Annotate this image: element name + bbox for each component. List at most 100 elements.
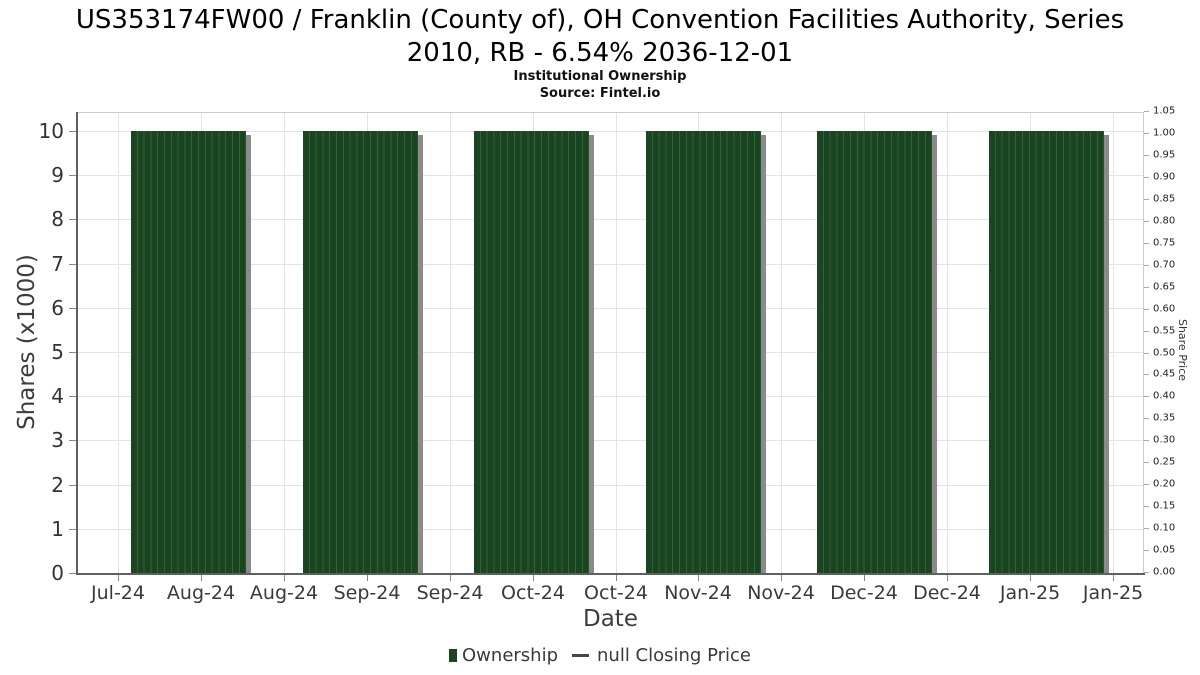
right-axis-tick-label: 0.15 [1153, 500, 1176, 512]
gridline-horizontal [78, 440, 1143, 441]
x-axis-tick-label: Aug-24 [166, 582, 236, 604]
gridline-horizontal [78, 485, 1143, 486]
chart-subtitle: Institutional Ownership [513, 69, 687, 84]
legend: Ownership null Closing Price [0, 645, 1200, 666]
gridline-horizontal [78, 396, 1143, 397]
right-axis-tick-label: 0.65 [1153, 281, 1176, 293]
y-axis-tick [69, 175, 76, 176]
y-axis-tick-label: 0 [51, 561, 64, 585]
right-axis-tick [1144, 243, 1149, 244]
closing-price-legend-line-icon [572, 654, 590, 657]
x-axis-tick-label: Nov-24 [664, 582, 732, 604]
ownership-bar[interactable] [646, 131, 761, 573]
gridline-horizontal [78, 529, 1143, 530]
gridline-vertical [118, 112, 119, 573]
gridline-horizontal [78, 352, 1143, 353]
y-axis-tick [69, 264, 76, 265]
right-axis-tick-label: 0.50 [1153, 347, 1176, 359]
ownership-bar[interactable] [131, 131, 246, 573]
right-axis-tick-label: 0.70 [1153, 259, 1176, 271]
x-axis-title: Date [583, 606, 638, 632]
right-axis-tick [1144, 155, 1149, 156]
x-axis-tick [698, 575, 699, 581]
ownership-bar[interactable] [303, 131, 418, 573]
right-axis-tick [1144, 484, 1149, 485]
right-axis-tick [1144, 528, 1149, 529]
y-axis-tick-label: 7 [51, 252, 64, 276]
gridline-horizontal [78, 175, 1143, 176]
right-axis-tick-label: 0.05 [1153, 544, 1176, 556]
left-axis-title: Shares (x1000) [14, 254, 40, 430]
gridline-horizontal [78, 219, 1143, 220]
y-axis-tick [69, 529, 76, 530]
gridline-vertical [1113, 112, 1114, 573]
x-axis-tick-label: Nov-24 [747, 582, 815, 604]
right-axis-tick-label: 1.00 [1153, 127, 1176, 139]
y-axis-tick [69, 485, 76, 486]
ownership-legend-swatch-icon [449, 649, 458, 662]
right-axis-tick [1144, 133, 1149, 134]
x-axis-tick [1030, 575, 1031, 581]
right-axis-tick [1144, 287, 1149, 288]
x-axis-tick-label: Jan-25 [999, 582, 1061, 604]
right-axis-tick-label: 0.75 [1153, 237, 1176, 249]
right-axis-tick-label: 0.45 [1153, 368, 1176, 380]
y-axis-tick [69, 440, 76, 441]
chart-source: Source: Fintel.io [539, 86, 661, 101]
x-axis-tick [450, 575, 451, 581]
x-axis-tick-label: Oct-24 [501, 582, 565, 604]
right-axis-tick [1144, 572, 1149, 573]
chart-title: US353174FW00 / Franklin (County of), OH … [0, 4, 1200, 70]
right-axis-tick-label: 0.20 [1153, 478, 1176, 490]
x-axis-tick [533, 575, 534, 581]
x-axis-tick-label: Aug-24 [249, 582, 319, 604]
right-axis-tick [1144, 418, 1149, 419]
y-axis-tick-label: 1 [51, 517, 64, 541]
x-axis-tick-label: Oct-24 [584, 582, 648, 604]
x-axis-tick-label: Dec-24 [830, 582, 898, 604]
x-axis-tick-label: Jan-25 [1082, 582, 1144, 604]
y-axis-tick-label: 6 [51, 296, 64, 320]
x-axis-tick [1113, 575, 1114, 581]
gridline-vertical [781, 112, 782, 573]
right-axis-tick [1144, 177, 1149, 178]
y-axis-tick [69, 396, 76, 397]
x-axis-tick-label: Sep-24 [333, 582, 401, 604]
chart-title-line1: US353174FW00 / Franklin (County of), OH … [75, 5, 1125, 35]
ownership-bar[interactable] [989, 131, 1104, 573]
y-axis-tick-label: 9 [51, 163, 64, 187]
plot-border-top [78, 112, 1144, 113]
legend-label-ownership: Ownership [462, 645, 559, 666]
legend-label-closing-price: null Closing Price [597, 645, 751, 666]
right-axis-tick [1144, 374, 1149, 375]
right-axis-tick [1144, 221, 1149, 222]
right-axis-tick-label: 0.85 [1153, 193, 1176, 205]
right-axis-tick-label: 0.80 [1153, 215, 1176, 227]
x-axis-tick [201, 575, 202, 581]
right-axis-tick-label: 0.30 [1153, 434, 1176, 446]
gridline-horizontal [78, 308, 1143, 309]
ownership-bar[interactable] [817, 131, 932, 573]
right-axis-tick [1144, 550, 1149, 551]
right-axis-tick [1144, 309, 1149, 310]
right-axis-tick-label: 0.90 [1153, 171, 1176, 183]
plot-border-right [1143, 112, 1144, 573]
y-axis-tick [69, 308, 76, 309]
right-axis-tick-label: 0.55 [1153, 325, 1176, 337]
y-axis-tick [69, 219, 76, 220]
right-axis-title: Share Price [1176, 318, 1189, 382]
ownership-bar[interactable] [474, 131, 589, 573]
y-axis-tick-label: 2 [51, 473, 64, 497]
right-axis-tick [1144, 462, 1149, 463]
gridline-vertical [450, 112, 451, 573]
right-axis-tick [1144, 396, 1149, 397]
gridline-horizontal [78, 264, 1143, 265]
gridline-vertical [616, 112, 617, 573]
right-axis-tick-label: 0.10 [1153, 522, 1176, 534]
y-axis-tick [69, 352, 76, 353]
x-axis-tick [781, 575, 782, 581]
right-axis-tick-label: 0.95 [1153, 149, 1176, 161]
gridline-horizontal [78, 131, 1143, 132]
y-axis-line [76, 112, 78, 575]
